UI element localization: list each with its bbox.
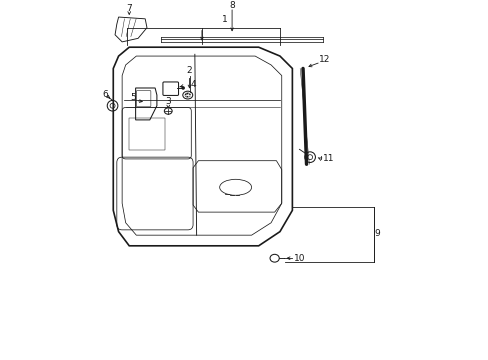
Text: 3: 3 [165,96,171,105]
Text: 7: 7 [126,4,132,13]
Text: 6: 6 [102,90,108,99]
Ellipse shape [185,93,190,97]
Text: 1: 1 [222,15,227,24]
Text: 9: 9 [374,229,380,238]
Text: 4: 4 [190,80,196,89]
Text: 2: 2 [186,66,192,75]
Text: 8: 8 [229,1,234,10]
Text: 12: 12 [318,55,329,64]
Text: 10: 10 [293,254,305,263]
Text: 5: 5 [130,93,135,102]
Text: 11: 11 [323,154,334,163]
Ellipse shape [182,87,184,89]
